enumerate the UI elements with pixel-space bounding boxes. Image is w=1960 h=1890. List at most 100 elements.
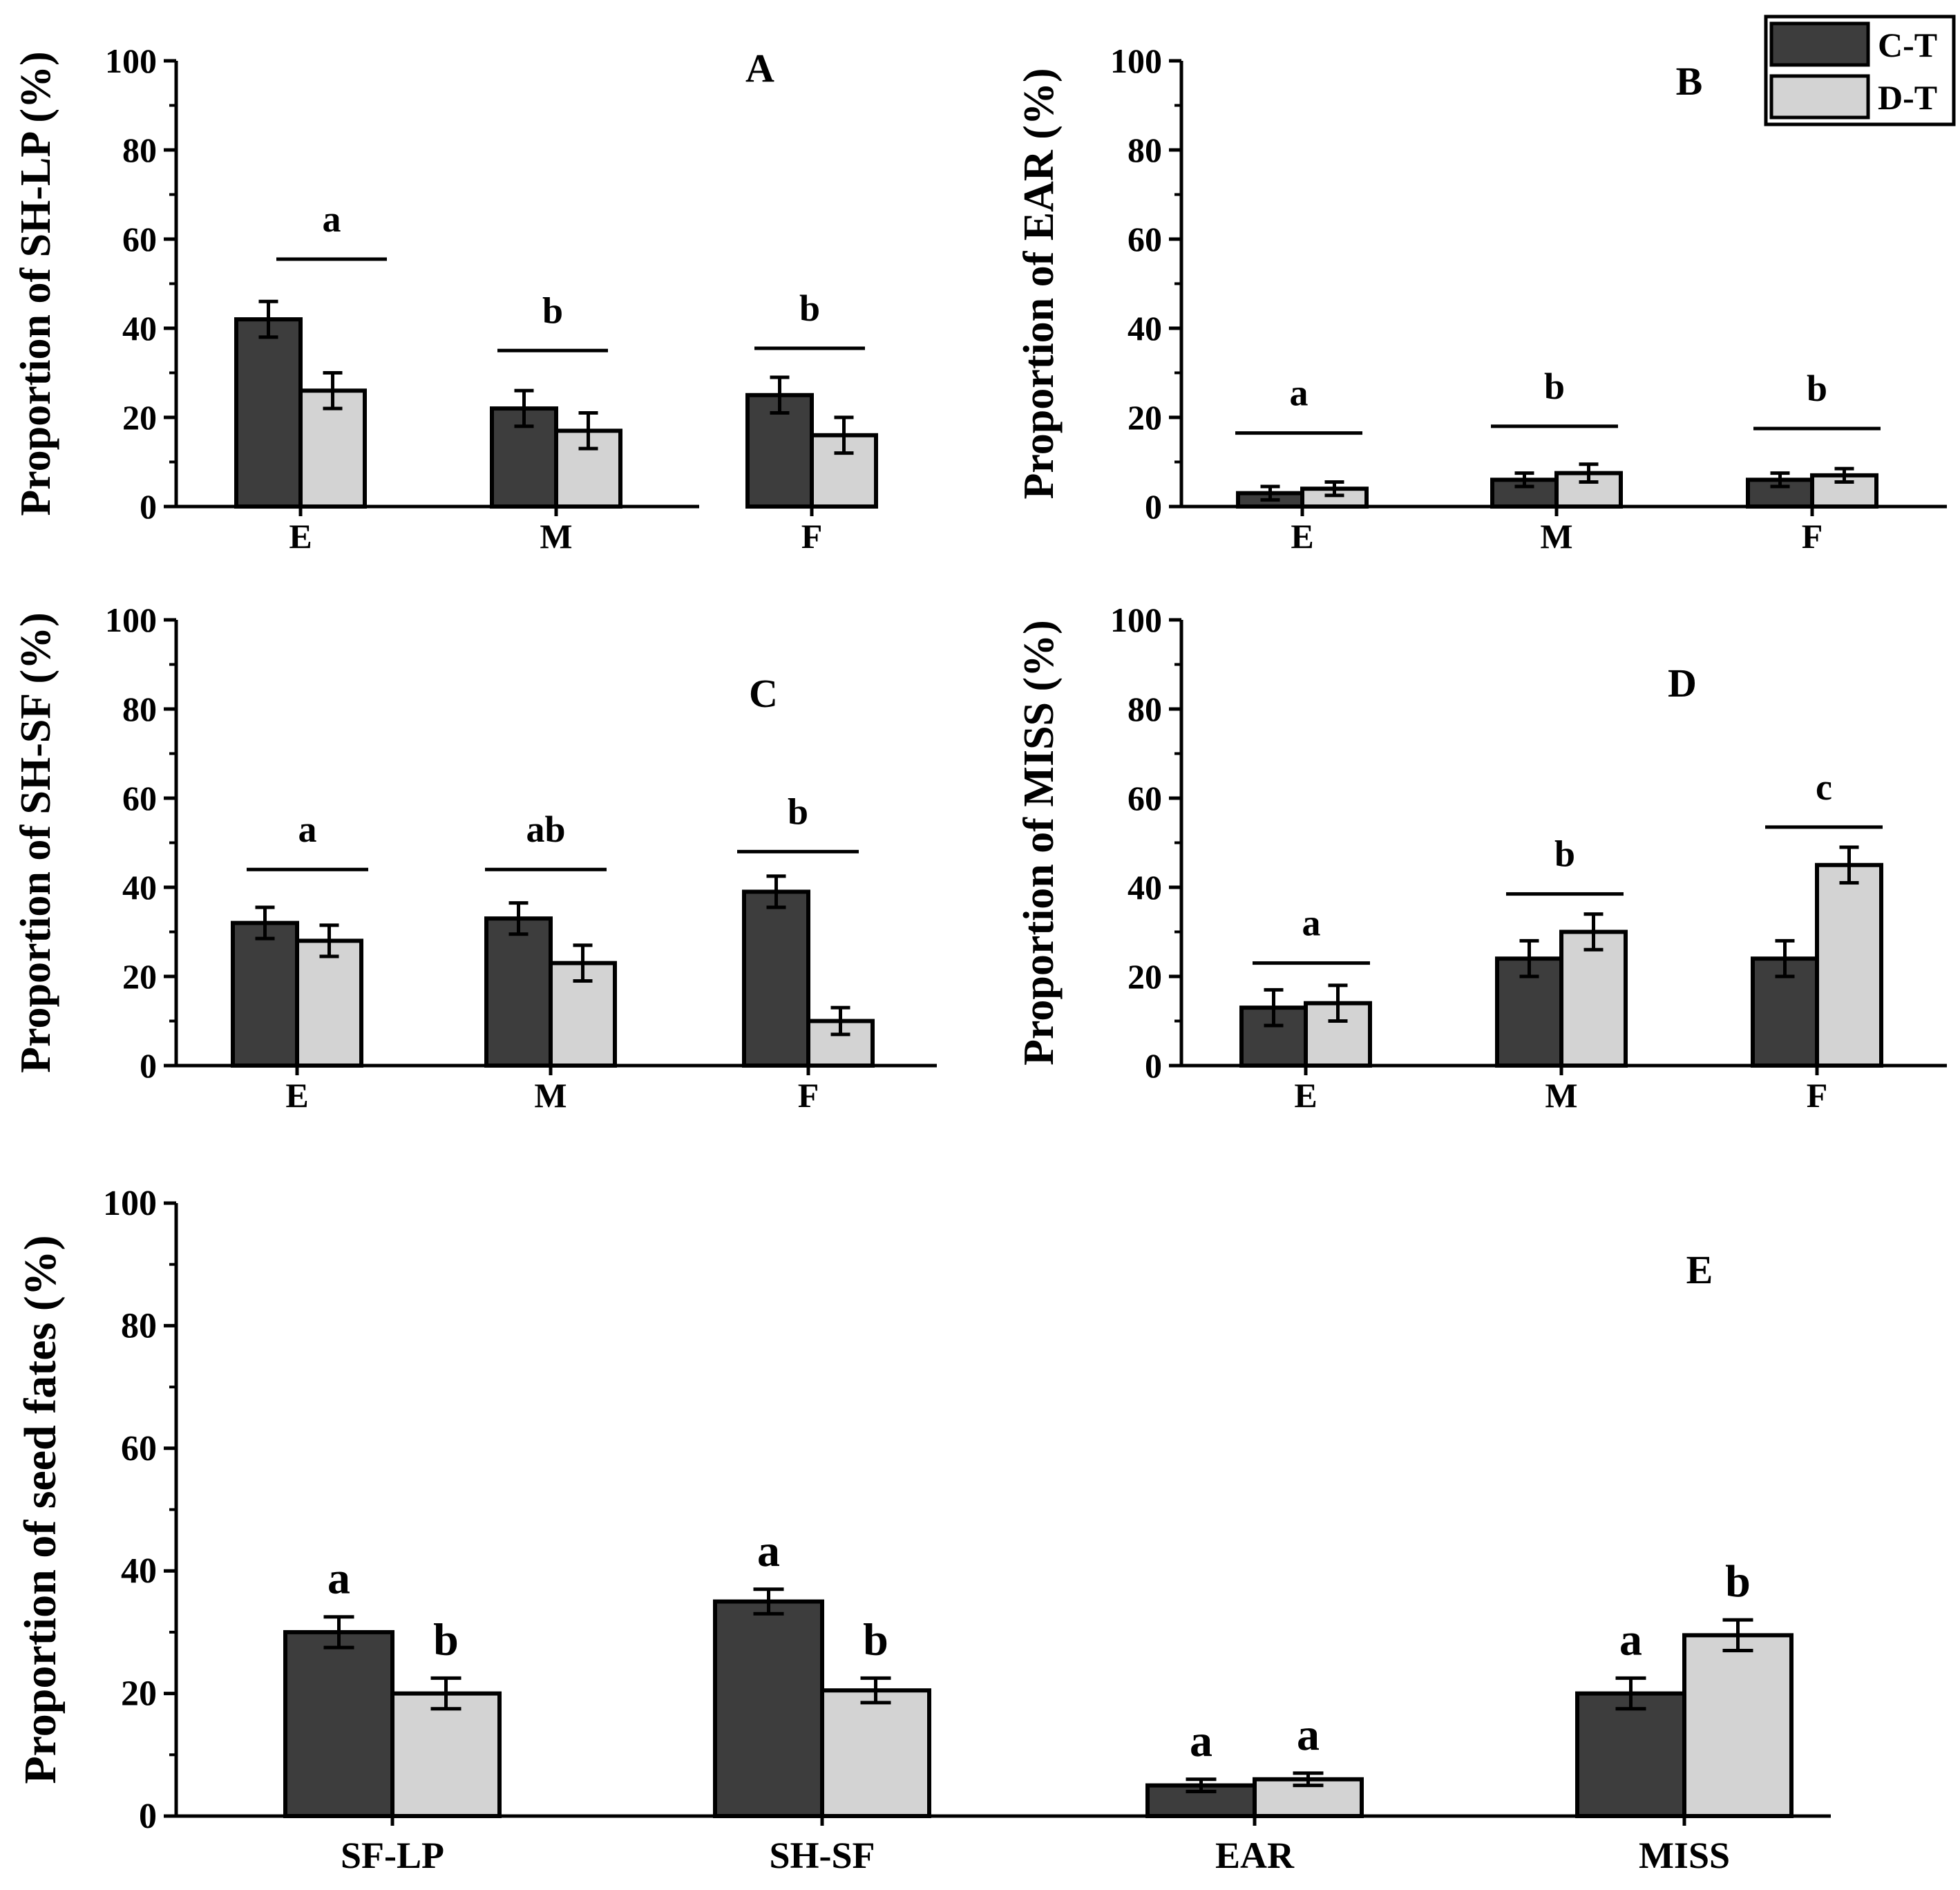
- y-tick-label: 80: [1128, 690, 1162, 728]
- bar-c-t-e: [234, 317, 303, 509]
- bar-d-t-sf-lp: [390, 1691, 502, 1819]
- bar-d-t-f: [1815, 862, 1883, 1068]
- legend-swatch-ct: [1769, 21, 1870, 67]
- y-tick-label: 80: [122, 131, 157, 169]
- panel-e: 0 20 40 60 80 100 Proportion of seed fates (%)…: [15, 1184, 1831, 1876]
- panel-c: 0 20 40 60 80 100 Proportion of SH-SF (%) C Ea Ma…: [12, 601, 937, 1115]
- y-axis-label: Proportion of EAR (%): [1016, 68, 1063, 500]
- bar-c-t-m: [484, 916, 553, 1068]
- y-tick-label: 100: [1110, 601, 1162, 639]
- significance-letter: a: [1190, 1716, 1212, 1766]
- panel-label: A: [745, 46, 774, 91]
- significance-letter: b: [1554, 833, 1575, 875]
- y-tick-label: 40: [1128, 868, 1162, 907]
- significance-letter: b: [788, 791, 808, 832]
- y-tick-label: 60: [122, 220, 157, 258]
- significance-letter: b: [542, 290, 563, 331]
- panel-label: E: [1686, 1247, 1713, 1292]
- panel-b: 0 20 40 60 80 100 Proportion of EAR (%) B Ea Mb Fb: [1016, 41, 1947, 556]
- legend-swatch-dt: [1769, 74, 1870, 120]
- y-axis-label: Proportion of SH-SF (%): [12, 612, 59, 1072]
- y-tick-label: 20: [1128, 398, 1162, 437]
- significance-letter: b: [799, 287, 820, 329]
- y-tick-label: 0: [1145, 487, 1162, 526]
- bar-c-t-e: [231, 920, 299, 1068]
- legend-label-ct: C-T: [1878, 26, 1937, 64]
- bar-d-t-miss: [1682, 1633, 1794, 1818]
- bar-d-t-sh-sf: [820, 1688, 931, 1819]
- bar-d-t-e: [1304, 1001, 1372, 1068]
- significance-letter: b: [1544, 366, 1565, 407]
- legend: C-T D-T: [1764, 15, 1956, 126]
- y-tick-label: 60: [121, 1429, 157, 1468]
- y-tick-label: 40: [121, 1551, 157, 1591]
- x-tick-label: EAR: [1215, 1835, 1295, 1876]
- x-tick-label: E: [1291, 517, 1313, 556]
- x-tick-label: E: [289, 517, 312, 556]
- y-tick-label: 20: [121, 1674, 157, 1714]
- y-tick-label: 0: [140, 487, 157, 526]
- significance-letter: b: [1725, 1556, 1751, 1607]
- x-tick-label: M: [1540, 517, 1572, 556]
- significance-letter: a: [1619, 1614, 1642, 1665]
- x-tick-label: M: [1545, 1076, 1577, 1115]
- y-tick-label: 40: [122, 868, 157, 907]
- x-tick-label: M: [534, 1076, 567, 1115]
- x-tick-label: F: [1807, 1076, 1828, 1115]
- y-tick-label: 80: [121, 1306, 157, 1345]
- bar-c-t-sf-lp: [283, 1629, 394, 1818]
- y-tick-label: 100: [105, 41, 157, 80]
- y-axis-label: Proportion of seed fates (%): [15, 1235, 66, 1784]
- y-axis-label: Proportion of MISS (%): [1016, 620, 1063, 1066]
- bar-c-t-miss: [1575, 1691, 1686, 1819]
- significance-letter: ab: [526, 809, 565, 850]
- panel-a: 0 20 40 60 80 100 Proportion of SH-LP (%) A Ea Mb…: [12, 41, 878, 556]
- y-tick-label: 20: [122, 398, 157, 437]
- y-tick-label: 0: [1145, 1046, 1162, 1085]
- significance-letter: a: [1290, 372, 1309, 414]
- bar-c-t-f: [742, 889, 810, 1068]
- x-tick-label: SH-SF: [769, 1835, 875, 1876]
- x-tick-label: M: [540, 517, 572, 556]
- legend-label-dt: D-T: [1878, 78, 1937, 117]
- x-tick-label: F: [1802, 517, 1823, 556]
- y-tick-label: 40: [122, 309, 157, 348]
- x-tick-label: E: [1294, 1076, 1317, 1115]
- y-tick-label: 80: [1128, 131, 1162, 169]
- significance-letter: a: [1297, 1710, 1320, 1760]
- y-tick-label: 20: [1128, 957, 1162, 996]
- y-tick-label: 60: [122, 779, 157, 818]
- y-axis-label: Proportion of SH-LP (%): [12, 51, 59, 516]
- y-tick-label: 100: [103, 1184, 157, 1223]
- panel-d: 0 20 40 60 80 100 Proportion of MISS (%) D Ea Mb F…: [1016, 601, 1947, 1115]
- y-tick-label: 40: [1128, 309, 1162, 348]
- y-tick-label: 0: [140, 1046, 157, 1085]
- panel-label: C: [749, 671, 778, 716]
- bar-d-t-e: [295, 938, 363, 1068]
- y-tick-label: 80: [122, 690, 157, 728]
- bar-d-t-m: [1559, 929, 1628, 1068]
- y-tick-label: 100: [1110, 41, 1162, 80]
- x-tick-label: SF-LP: [341, 1835, 444, 1876]
- significance-letter: a: [327, 1553, 350, 1604]
- significance-letter: a: [323, 198, 341, 240]
- significance-letter: a: [298, 809, 317, 850]
- x-tick-label: MISS: [1639, 1835, 1730, 1876]
- significance-letter: a: [757, 1526, 780, 1576]
- x-tick-label: F: [801, 517, 823, 556]
- y-tick-label: 0: [139, 1797, 157, 1836]
- y-tick-label: 100: [105, 601, 157, 639]
- significance-letter: b: [1807, 368, 1827, 409]
- bar-c-t-sh-sf: [713, 1599, 824, 1819]
- y-tick-label: 60: [1128, 220, 1162, 258]
- panel-label: B: [1676, 59, 1703, 104]
- significance-letter: a: [1302, 903, 1321, 944]
- x-tick-label: F: [798, 1076, 819, 1115]
- y-tick-label: 20: [122, 957, 157, 996]
- significance-letter: c: [1816, 766, 1832, 808]
- x-tick-label: E: [285, 1076, 308, 1115]
- significance-letter: b: [433, 1614, 459, 1665]
- panel-label: D: [1668, 661, 1697, 706]
- significance-letter: b: [863, 1614, 888, 1665]
